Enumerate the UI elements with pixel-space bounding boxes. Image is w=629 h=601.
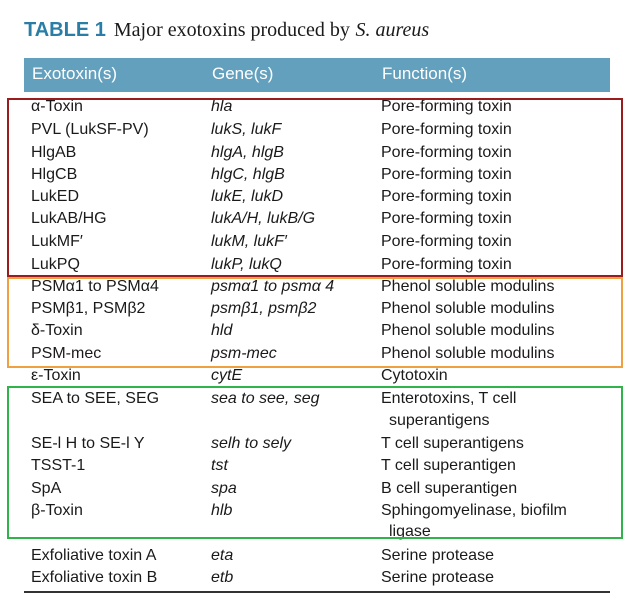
exotoxin-cell: δ-Toxin: [31, 322, 83, 339]
gene-cell: spa: [211, 480, 237, 497]
phenol-soluble-modulins-highlight-box: [7, 277, 623, 368]
table-row: HlgCB hlgC, hlgB Pore-forming toxin: [0, 164, 629, 186]
gene-cell: lukA/H, lukB/G: [211, 210, 316, 227]
exotoxin-cell: α-Toxin: [31, 98, 83, 115]
table-bottom-rule: [24, 591, 610, 593]
function-cell-continuation: superantigens: [389, 412, 490, 429]
function-cell: Phenol soluble modulins: [381, 300, 555, 317]
gene-cell: tst: [211, 457, 228, 474]
gene-cell: lukM, lukF′: [211, 233, 287, 250]
exotoxin-cell: β-Toxin: [31, 502, 83, 519]
exotoxin-cell: LukAB/HG: [31, 210, 107, 227]
gene-cell: hlb: [211, 502, 233, 519]
exotoxin-cell: LukED: [31, 188, 80, 205]
table-organism: S. aureus: [355, 19, 430, 41]
gene-cell: lukE, lukD: [211, 188, 284, 205]
table-row: LukMF′ lukM, lukF′ Pore-forming toxin: [0, 231, 629, 253]
table-row: ε-Toxin cytE Cytotoxin: [0, 365, 629, 387]
gene-cell: eta: [211, 547, 234, 564]
table-row: SpA spa B cell superantigen: [0, 478, 629, 500]
exotoxin-cell: Exfoliative toxin B: [31, 569, 158, 586]
function-cell: Phenol soluble modulins: [381, 345, 555, 362]
function-cell: Serine protease: [381, 569, 494, 586]
function-cell: Pore-forming toxin: [381, 256, 512, 273]
function-cell: T cell superantigens: [381, 435, 524, 452]
table-caption: TABLE 1 Major exotoxins produced by S. au…: [24, 18, 429, 42]
function-cell: Pore-forming toxin: [381, 233, 512, 250]
table-row: LukED lukE, lukD Pore-forming toxin: [0, 186, 629, 208]
exotoxin-cell: TSST-1: [31, 457, 86, 474]
table-row: PSMβ1, PSMβ2 psmβ1, psmβ2 Phenol soluble…: [0, 298, 629, 320]
table-row: LukPQ lukP, lukQ Pore-forming toxin: [0, 254, 629, 276]
function-cell: Cytotoxin: [381, 367, 448, 384]
pore-forming-toxins-highlight-box: [7, 98, 623, 277]
gene-cell: sea to see, seg: [211, 390, 320, 407]
function-cell: Enterotoxins, T cell: [381, 390, 517, 407]
function-cell: Sphingomyelinase, biofilm: [381, 502, 567, 519]
gene-cell: selh to sely: [211, 435, 292, 452]
table-row: TSST-1 tst T cell superantigen: [0, 455, 629, 477]
exotoxin-cell: Exfoliative toxin A: [31, 547, 157, 564]
exotoxin-cell: PVL (LukSF-PV): [31, 121, 149, 138]
gene-cell: lukS, lukF: [211, 121, 282, 138]
gene-cell: psmα1 to psmα 4: [211, 278, 335, 295]
table-row: δ-Toxin hld Phenol soluble modulins: [0, 320, 629, 342]
superantigens-highlight-box: [7, 386, 623, 539]
table-title: Major exotoxins produced by: [113, 19, 350, 41]
gene-cell: lukP, lukQ: [211, 256, 282, 273]
table-row: α-Toxin hla Pore-forming toxin: [0, 96, 629, 118]
table-header: Exotoxin(s) Gene(s) Function(s): [24, 58, 610, 92]
table-row: LukAB/HG lukA/H, lukB/G Pore-forming tox…: [0, 208, 629, 230]
function-cell-continuation: ligase: [389, 523, 431, 540]
table-row: β-Toxin hlb Sphingomyelinase, biofilm: [0, 500, 629, 522]
function-cell: T cell superantigen: [381, 457, 516, 474]
exotoxin-cell: HlgAB: [31, 144, 77, 161]
table-label: TABLE 1: [24, 19, 106, 41]
table-row: PSM-mec psm-mec Phenol soluble modulins: [0, 343, 629, 365]
table-row: PSMα1 to PSMα4 psmα1 to psmα 4 Phenol so…: [0, 276, 629, 298]
table-row: Exfoliative toxin B etb Serine protease: [0, 567, 629, 589]
header-genes: Gene(s): [212, 64, 274, 83]
exotoxin-cell: SEA to SEE, SEG: [31, 390, 160, 407]
gene-cell: etb: [211, 569, 234, 586]
table-row: Exfoliative toxin A eta Serine protease: [0, 545, 629, 567]
header-function: Function(s): [382, 64, 468, 83]
exotoxin-cell: HlgCB: [31, 166, 78, 183]
function-cell: Pore-forming toxin: [381, 98, 512, 115]
table-row: HlgAB hlgA, hlgB Pore-forming toxin: [0, 142, 629, 164]
gene-cell: hld: [211, 322, 233, 339]
gene-cell: hlgC, hlgB: [211, 166, 285, 183]
gene-cell: hla: [211, 98, 233, 115]
header-exotoxin: Exotoxin(s): [32, 64, 118, 83]
function-cell: Pore-forming toxin: [381, 144, 512, 161]
function-cell: B cell superantigen: [381, 480, 518, 497]
gene-cell: cytE: [211, 367, 243, 384]
function-cell: Pore-forming toxin: [381, 188, 512, 205]
exotoxin-cell: PSMβ1, PSMβ2: [31, 300, 146, 317]
table-row: SEA to SEE, SEG sea to see, seg Enteroto…: [0, 388, 629, 410]
exotoxin-cell: PSMα1 to PSMα4: [31, 278, 159, 295]
table-row: PVL (LukSF-PV) lukS, lukF Pore-forming t…: [0, 119, 629, 141]
exotoxin-cell: ε-Toxin: [31, 367, 81, 384]
gene-cell: hlgA, hlgB: [211, 144, 284, 161]
function-cell: Pore-forming toxin: [381, 166, 512, 183]
function-cell: Pore-forming toxin: [381, 121, 512, 138]
table-row: SE-l H to SE-l Y selh to sely T cell sup…: [0, 433, 629, 455]
gene-cell: psmβ1, psmβ2: [211, 300, 317, 317]
function-cell: Phenol soluble modulins: [381, 278, 555, 295]
exotoxin-cell: SpA: [31, 480, 62, 497]
function-cell: Phenol soluble modulins: [381, 322, 555, 339]
exotoxin-cell: PSM-mec: [31, 345, 102, 362]
gene-cell: psm-mec: [211, 345, 277, 362]
function-cell: Pore-forming toxin: [381, 210, 512, 227]
exotoxin-cell: LukMF′: [31, 233, 83, 250]
exotoxin-cell: LukPQ: [31, 256, 80, 273]
function-cell: Serine protease: [381, 547, 494, 564]
exotoxin-cell: SE-l H to SE-l Y: [31, 435, 145, 452]
